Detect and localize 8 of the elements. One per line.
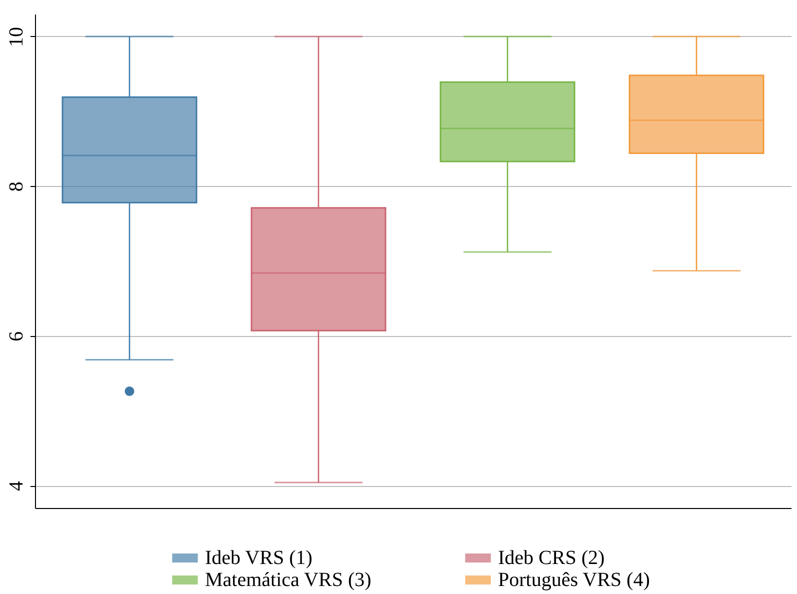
legend-label: Ideb VRS (1) bbox=[205, 547, 312, 569]
y-tick-label: 10 bbox=[6, 26, 28, 47]
legend-label: Português VRS (4) bbox=[498, 569, 650, 591]
legend-label: Ideb CRS (2) bbox=[498, 547, 605, 569]
y-tick-label: 4 bbox=[6, 481, 28, 492]
y-tick-label: 6 bbox=[6, 331, 28, 342]
y-tick-label: 8 bbox=[6, 182, 28, 192]
legend-label: Matemática VRS (3) bbox=[205, 569, 372, 591]
